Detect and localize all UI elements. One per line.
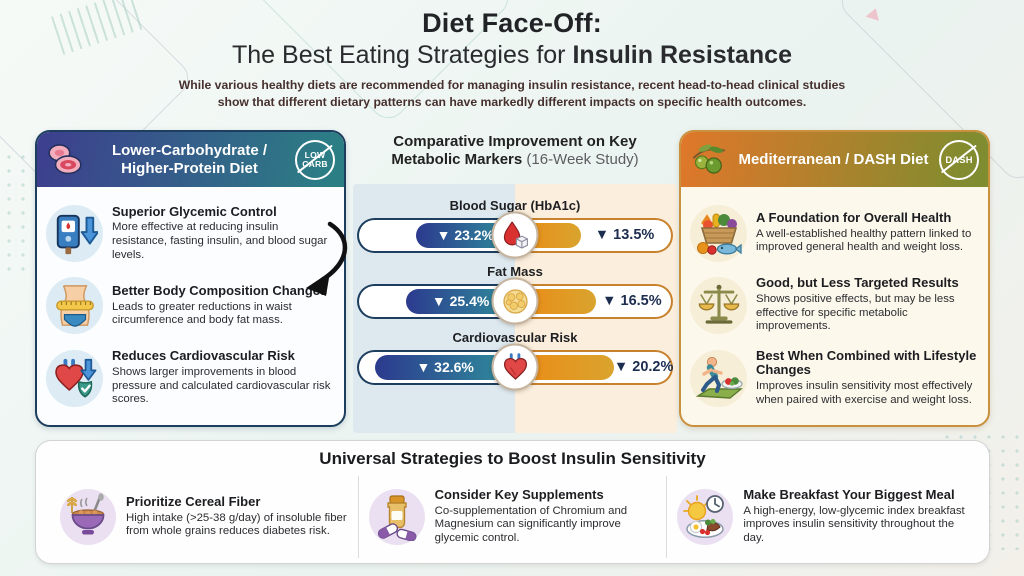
benefit-title: A Foundation for Overall Health (756, 210, 952, 226)
breakfast-icon (683, 495, 725, 538)
low-carb-panel-header: Lower-Carbohydrate / Higher-Protein Diet… (37, 132, 344, 187)
benefit-body: Shows larger improvements in blood press… (112, 365, 331, 406)
universal-strategies-panel: Universal Strategies to Boost Insulin Se… (35, 440, 990, 564)
dash-panel-header: Mediterranean / DASH Diet DASH (681, 132, 988, 187)
strategy-item-cereal-fiber: Prioritize Cereal Fiber High intake (>25… (50, 476, 358, 558)
benefit-item-lifestyle: Best When Combined with Lifestyle Change… (690, 347, 979, 407)
comparison-section: Comparative Improvement on Key Metabolic… (353, 133, 677, 435)
dash-value: ▼ 20.2% (613, 359, 674, 376)
strategy-body: High intake (>25-38 g/day) of insoluble … (126, 511, 347, 538)
dash-badge: DASH (939, 139, 979, 180)
comparison-title: Comparative Improvement on Key Metabolic… (391, 133, 639, 169)
dash-panel-body: A Foundation for Overall Health A well-e… (681, 187, 988, 425)
benefit-item-overall-health: A Foundation for Overall Health A well-e… (690, 204, 979, 262)
low-carb-badge: LOW CARB (295, 139, 335, 180)
waist-measuring-tape-icon (55, 285, 94, 327)
benefit-item-body-composition: Better Body Composition Changes Leads to… (46, 277, 335, 335)
benefit-title: Reduces Cardiovascular Risk (112, 348, 295, 364)
dash-panel-title: Mediterranean / DASH Diet (738, 150, 929, 168)
benefit-body: A well-established healthy pattern linke… (756, 227, 972, 254)
comparison-bar: ▼ 32.6% ▼ 20.2% (357, 343, 674, 391)
olives-icon (692, 143, 726, 174)
heart-icon (503, 352, 527, 380)
benefit-title: Superior Glycemic Control (112, 203, 277, 219)
strategy-title: Make Breakfast Your Biggest Meal (743, 487, 955, 503)
metric-cardiovascular-risk: Cardiovascular Risk ▼ 32.6% ▼ 20.2% (357, 330, 674, 391)
benefit-item-less-targeted: Good, but Less Targeted Results Shows po… (690, 276, 979, 334)
vegetable-basket-icon (696, 213, 742, 255)
benefit-title: Good, but Less Targeted Results (756, 275, 959, 291)
low-carb-panel-title: Lower-Carbohydrate / Higher-Protein Diet (111, 141, 268, 177)
strategy-body: Co-supplementation of Chromium and Magne… (434, 504, 628, 545)
low-carb-panel-body: Superior Glycemic Control More effective… (37, 187, 344, 425)
glucose-meter-icon (56, 214, 98, 254)
metric-fat-mass: Fat Mass ▼ 25.4% ▼ 16.5% (357, 264, 673, 325)
dash-value: ▼ 13.5% (594, 227, 655, 244)
intro-text: While various healthy diets are recommen… (178, 78, 846, 109)
heart-shield-icon (54, 359, 96, 398)
page-title: Diet Face-Off: (422, 8, 602, 38)
page-subtitle-line: The Best Eating Strategies for Insulin R… (232, 41, 792, 69)
strategy-body: A high-energy, low-glycemic index breakf… (743, 504, 965, 545)
dash-value: ▼ 16.5% (602, 293, 662, 310)
blood-drop-sugar-icon (503, 221, 528, 249)
universal-strategies-title: Universal Strategies to Boost Insulin Se… (319, 449, 706, 468)
comparison-bar: ▼ 25.4% ▼ 16.5% (357, 277, 673, 325)
low-carb-value: ▼ 25.4% (431, 293, 490, 310)
benefit-item-glycemic-control: Superior Glycemic Control More effective… (46, 203, 335, 263)
runner-icon (695, 356, 743, 399)
strategy-title: Prioritize Cereal Fiber (126, 494, 261, 510)
cereal-bowl-icon (66, 493, 105, 535)
supplements-icon (377, 495, 417, 541)
comparison-bar: ▼ 23.2% ▼ 13.5% (357, 211, 673, 259)
strategy-title: Consider Key Supplements (434, 487, 604, 503)
balance-scale-icon (698, 285, 739, 324)
dash-panel: Mediterranean / DASH Diet DASH (679, 130, 990, 427)
fat-cells-icon (502, 288, 528, 314)
meat-icon (48, 143, 82, 174)
benefit-body: Shows positive effects, but may be less … (756, 292, 955, 333)
low-carb-value: ▼ 23.2% (436, 227, 495, 244)
benefit-body: Improves insulin sensitivity most effect… (756, 379, 973, 406)
strategy-item-supplements: Consider Key Supplements Co-supplementat… (357, 476, 667, 558)
strategy-item-breakfast: Make Breakfast Your Biggest Meal A high-… (666, 476, 975, 558)
metrics-list: Blood Sugar (HbA1c) ▼ 23.2% ▼ 13.5% (357, 170, 674, 391)
header: Diet Face-Off: The Best Eating Strategie… (0, 8, 1024, 111)
benefit-title: Best When Combined with Lifestyle Change… (756, 347, 977, 378)
metric-blood-sugar: Blood Sugar (HbA1c) ▼ 23.2% ▼ 13.5% (357, 198, 673, 259)
benefit-body: Leads to greater reductions in waist cir… (112, 300, 292, 327)
curved-arrow-icon (306, 221, 348, 296)
low-carb-value: ▼ 32.6% (416, 359, 474, 376)
benefit-item-cardiovascular: Reduces Cardiovascular Risk Shows larger… (46, 349, 335, 407)
